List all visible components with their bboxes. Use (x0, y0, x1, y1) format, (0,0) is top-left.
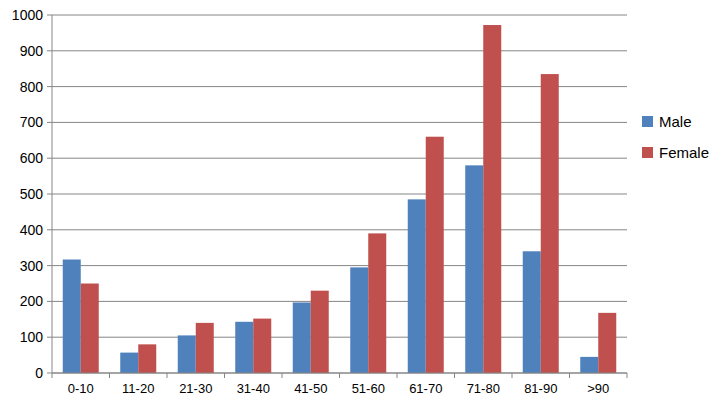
bars (63, 25, 617, 373)
x-tick-label: >90 (587, 381, 609, 396)
y-tick-label: 900 (20, 43, 44, 59)
x-tick (52, 373, 53, 378)
x-tick-label: 61-70 (409, 381, 442, 396)
bar (523, 251, 541, 373)
x-tick-label: 71-80 (467, 381, 500, 396)
bar (483, 25, 501, 373)
legend-label: Female (659, 144, 709, 161)
x-tick (167, 373, 168, 378)
tick-mark (47, 158, 52, 159)
y-tick-label: 100 (20, 329, 44, 345)
bar (253, 319, 271, 373)
bar (350, 267, 368, 373)
y-tick-label: 300 (20, 258, 44, 274)
y-tick-label: 500 (20, 186, 44, 202)
tick-mark (47, 265, 52, 266)
legend-swatch (642, 147, 653, 158)
x-tick (282, 373, 283, 378)
bar (368, 233, 386, 373)
x-tick (569, 373, 570, 378)
x-tick (627, 373, 628, 378)
y-tick-label: 1000 (12, 7, 43, 23)
bar (235, 322, 253, 373)
bar (293, 302, 311, 373)
y-tick-label: 200 (20, 293, 44, 309)
tick-mark (47, 122, 52, 123)
bar (580, 357, 598, 373)
bar (311, 291, 329, 373)
legend-label: Male (659, 113, 692, 130)
x-tick (454, 373, 455, 378)
tick-mark (47, 373, 52, 374)
tick-mark (47, 15, 52, 16)
y-tick-label: 800 (20, 79, 44, 95)
x-tick (512, 373, 513, 378)
tick-mark (47, 301, 52, 302)
y-tick-label: 700 (20, 114, 44, 130)
bar (541, 74, 559, 373)
bar (426, 137, 444, 373)
legend-swatch (642, 116, 653, 127)
x-tick (109, 373, 110, 378)
tick-mark (47, 86, 52, 87)
grid-line (52, 15, 627, 16)
tick-mark (47, 194, 52, 195)
bar (81, 284, 99, 374)
grid-line (52, 50, 627, 51)
bar (408, 199, 426, 373)
y-tick-label: 600 (20, 150, 44, 166)
bar (598, 313, 616, 373)
x-tick-label: 81-90 (524, 381, 557, 396)
x-tick-label: 21-30 (179, 381, 212, 396)
y-tick-label: 0 (35, 365, 43, 381)
tick-mark (47, 50, 52, 51)
x-tick-label: 51-60 (352, 381, 385, 396)
chart: 0 100 200 300 400 500 600 700 800 900 1000 0-10 11-2… (0, 0, 724, 417)
x-tick-label: 31-40 (237, 381, 270, 396)
x-tick-label: 41-50 (294, 381, 327, 396)
x-tick (224, 373, 225, 378)
bar (178, 335, 196, 373)
bar (196, 323, 214, 373)
x-tick (397, 373, 398, 378)
tick-mark (47, 337, 52, 338)
x-tick-label: 0-10 (68, 381, 94, 396)
y-tick-label: 400 (20, 222, 44, 238)
x-tick (339, 373, 340, 378)
x-tick-label: 11-20 (122, 381, 154, 396)
bar (465, 165, 483, 373)
bar (63, 260, 81, 373)
bar (120, 353, 138, 373)
tick-mark (47, 229, 52, 230)
y-axis (52, 15, 53, 373)
bar (138, 344, 156, 373)
